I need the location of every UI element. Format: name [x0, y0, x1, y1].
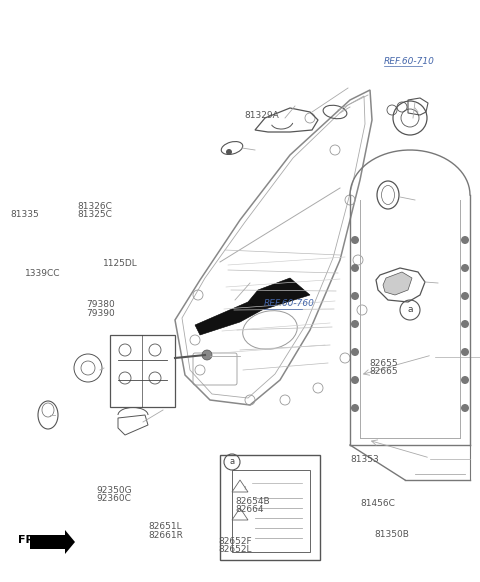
Circle shape: [202, 350, 212, 360]
Text: REF.60-710: REF.60-710: [384, 56, 435, 66]
Text: 82654B: 82654B: [235, 496, 270, 506]
Text: 81325C: 81325C: [78, 210, 113, 219]
Text: a: a: [229, 457, 235, 467]
Text: 79390: 79390: [86, 308, 115, 318]
Text: 92360C: 92360C: [96, 494, 131, 503]
Text: 82655: 82655: [370, 359, 398, 368]
Polygon shape: [30, 530, 75, 554]
Text: REF.60-760: REF.60-760: [264, 299, 315, 308]
Circle shape: [461, 264, 469, 272]
Text: 81350B: 81350B: [374, 530, 409, 539]
Text: a: a: [407, 306, 413, 314]
Circle shape: [351, 264, 359, 272]
Circle shape: [351, 376, 359, 384]
Text: 82664: 82664: [235, 505, 264, 514]
Circle shape: [461, 376, 469, 384]
Text: 81456C: 81456C: [360, 499, 395, 508]
Circle shape: [461, 292, 469, 300]
Text: 81335: 81335: [11, 210, 39, 219]
Text: 81329A: 81329A: [245, 111, 279, 120]
Text: 92350G: 92350G: [96, 485, 132, 495]
Text: 81326C: 81326C: [78, 201, 113, 211]
Text: 82661R: 82661R: [149, 531, 184, 540]
Text: 79380: 79380: [86, 300, 115, 310]
Text: !: !: [243, 485, 245, 491]
Polygon shape: [248, 278, 310, 310]
Text: 82652L: 82652L: [218, 545, 252, 555]
Circle shape: [351, 292, 359, 300]
Circle shape: [461, 348, 469, 356]
Circle shape: [461, 320, 469, 328]
Circle shape: [351, 236, 359, 244]
Circle shape: [351, 348, 359, 356]
Circle shape: [461, 236, 469, 244]
Text: 1125DL: 1125DL: [103, 258, 138, 268]
Polygon shape: [383, 272, 412, 295]
Circle shape: [461, 404, 469, 412]
Text: 82665: 82665: [370, 367, 398, 376]
Text: 82652F: 82652F: [218, 537, 252, 546]
Text: FR.: FR.: [18, 535, 38, 545]
Text: 81353: 81353: [350, 455, 379, 464]
Text: 82651L: 82651L: [149, 522, 182, 531]
Polygon shape: [195, 302, 262, 335]
Circle shape: [226, 149, 232, 155]
Circle shape: [351, 320, 359, 328]
Circle shape: [351, 404, 359, 412]
Text: 1339CC: 1339CC: [25, 269, 60, 278]
